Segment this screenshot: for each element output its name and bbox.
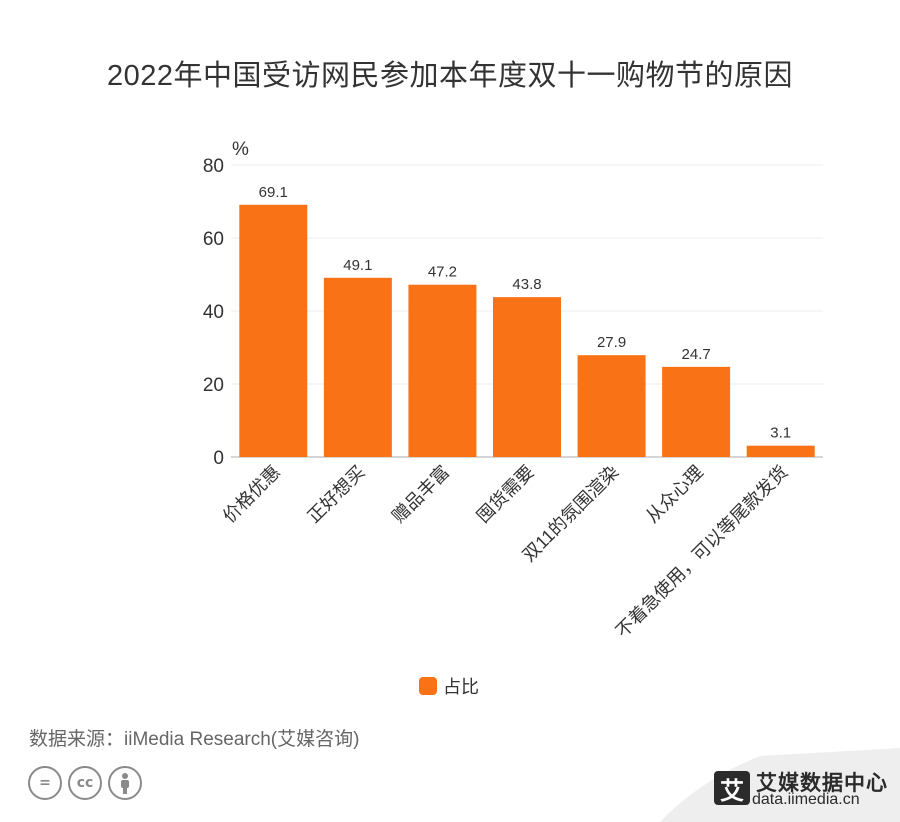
data-label: 27.9	[597, 334, 626, 351]
data-label: 47.2	[428, 264, 457, 281]
chart-title: 2022年中国受访网民参加本年度双十一购物节的原因	[106, 60, 793, 92]
legend-swatch	[419, 677, 437, 695]
data-label: 49.1	[343, 257, 372, 274]
x-tick-label: 从众心理	[642, 462, 707, 527]
data-label: 43.8	[512, 276, 541, 293]
equal-icon: =	[28, 766, 62, 800]
license-icons: = cc	[28, 766, 148, 800]
brand-url: data.iimedia.cn	[752, 791, 860, 808]
bar	[662, 366, 731, 457]
x-tick-label: 赠品丰富	[388, 462, 453, 527]
legend-label: 占比	[443, 677, 479, 697]
legend: 占比	[419, 674, 479, 698]
brand-logo: 艾	[714, 771, 750, 805]
data-labels: 69.1 49.1 47.2 43.8 27.9 24.7 3.1	[259, 184, 791, 442]
bar	[577, 355, 646, 457]
data-label: 24.7	[682, 346, 711, 363]
x-tick-label: 价格优惠	[219, 462, 284, 527]
y-tick-label: 20	[203, 375, 224, 396]
data-label: 3.1	[770, 425, 791, 442]
person-icon	[108, 766, 142, 800]
bar	[408, 284, 477, 457]
brand-name: 艾媒数据中心	[756, 772, 888, 795]
bar	[746, 445, 815, 457]
y-tick-label: 80	[203, 156, 224, 177]
data-label: 69.1	[259, 184, 288, 201]
y-tick-label: 0	[213, 448, 224, 469]
y-axis-unit: %	[232, 139, 249, 160]
x-tick-label: 不着急使用，可以等尾款发货	[612, 462, 792, 642]
bars	[239, 204, 815, 457]
x-tick-label: 正好想买	[304, 462, 369, 527]
cc-icon: cc	[68, 766, 102, 800]
y-tick-label: 60	[203, 229, 224, 250]
bar	[493, 297, 561, 457]
bar	[239, 204, 308, 457]
bar	[323, 277, 392, 457]
source-note: 数据来源：iiMedia Research(艾媒咨询)	[29, 729, 360, 750]
y-tick-label: 40	[203, 302, 224, 323]
x-tick-label: 囤货需要	[473, 462, 538, 527]
